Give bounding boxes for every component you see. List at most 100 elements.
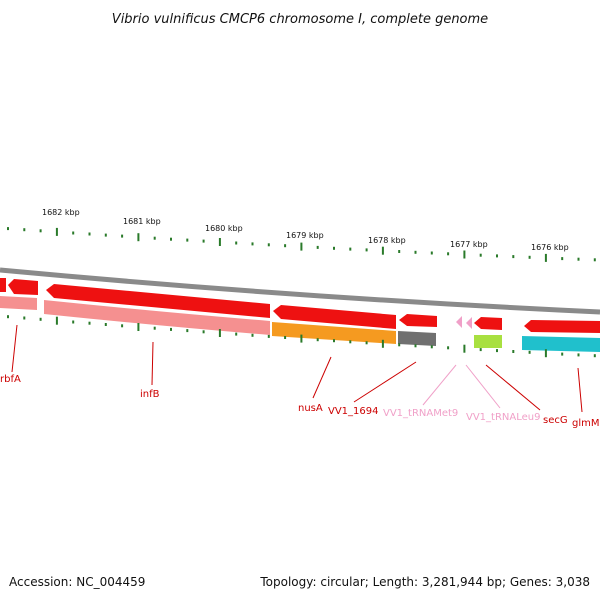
scale-label-1676: 1676 kbp <box>531 243 569 252</box>
leader-glmM <box>577 367 583 413</box>
upper-tick-minor <box>121 234 124 238</box>
leader-tRNAMet9 <box>422 364 457 406</box>
gene-label-glmM[interactable]: glmM <box>572 418 600 429</box>
lower-tick-minor <box>528 350 531 354</box>
gene-arrow-glmM[interactable] <box>524 320 600 333</box>
leader-secG <box>485 364 541 411</box>
gene-label-rbfA[interactable]: rbfA <box>0 374 21 385</box>
upper-tick-minor <box>186 238 189 242</box>
lower-tick-minor <box>170 327 172 331</box>
scale-label-1681: 1681 kbp <box>123 217 161 226</box>
scale-label-1678: 1678 kbp <box>368 236 406 245</box>
gene-label-infB[interactable]: infB <box>140 389 160 400</box>
gene-arrow-partial[interactable] <box>0 278 6 292</box>
upper-tick-minor <box>104 233 107 237</box>
lower-tick-minor <box>365 341 368 345</box>
upper-tick-major <box>300 242 303 251</box>
lower-tick-minor <box>72 320 75 324</box>
gene-arrow-rbfA[interactable] <box>8 279 38 295</box>
lower-tick-minor <box>104 323 107 326</box>
gene-label-VV1_tRNAMet9[interactable]: VV1_tRNAMet9 <box>383 408 458 419</box>
lower-tick-minor <box>202 330 205 334</box>
chromosome-backbone <box>0 267 600 315</box>
lower-tick-minor <box>267 334 270 338</box>
lower-tick-minor <box>186 329 189 333</box>
upper-tick-minor <box>88 232 91 236</box>
upper-tick-minor <box>202 239 205 243</box>
feature-bar-glmM <box>522 336 600 352</box>
scale-label-1682: 1682 kbp <box>42 208 80 217</box>
lower-tick-minor <box>479 348 482 352</box>
gene-arrow-secG[interactable] <box>474 317 502 330</box>
lower-tick-minor <box>496 349 498 353</box>
lower-tick-minor <box>7 315 9 319</box>
leader-tRNALeu9 <box>465 364 501 409</box>
lower-tick-minor <box>39 317 42 321</box>
label-leaders <box>11 324 583 413</box>
lower-tick-minor <box>430 345 433 349</box>
gene-arrow-nusA[interactable] <box>273 305 396 329</box>
upper-tick-minor <box>593 258 596 262</box>
feature-bar-VV1_1694 <box>398 331 436 346</box>
lower-tick-minor <box>251 333 254 337</box>
gene-labels: rbfA infB nusA VV1_1694 VV1_tRNAMet9 VV1… <box>0 374 600 429</box>
upper-tick-minor <box>496 254 498 258</box>
map-title: Vibrio vulnificus CMCP6 chromosome I, co… <box>112 12 488 27</box>
feature-bar-secG <box>474 335 502 348</box>
scale-label-1677: 1677 kbp <box>450 240 488 249</box>
upper-tick-minor <box>267 243 270 247</box>
lower-tick-minor <box>88 321 91 325</box>
upper-tick-minor <box>251 242 254 246</box>
lower-tick-minor <box>235 332 238 336</box>
upper-tick-minor <box>153 236 156 240</box>
lower-tick-minor <box>349 340 352 344</box>
leader-rbfA <box>11 324 18 373</box>
gene-label-secG[interactable]: secG <box>543 415 568 426</box>
gene-label-VV1_tRNALeu9[interactable]: VV1_tRNALeu9 <box>466 412 540 423</box>
gene-arrow-VV1_1694[interactable] <box>399 314 437 327</box>
upper-tick-minor <box>561 257 564 261</box>
lower-tick-major <box>544 349 547 358</box>
upper-tick-minor <box>577 257 580 261</box>
lower-tick-minor <box>561 352 564 356</box>
gene-arrow-tRNALeu9[interactable] <box>466 317 472 329</box>
lower-tick-minor <box>284 336 287 339</box>
upper-tick-minor <box>23 228 26 232</box>
upper-tick-minor <box>39 229 42 233</box>
leader-VV1_1694 <box>353 361 417 403</box>
upper-tick-minor <box>235 241 238 245</box>
leader-infB <box>151 341 154 386</box>
upper-tick-minor <box>365 248 368 252</box>
gene-arrow-infB[interactable] <box>46 284 270 318</box>
lower-tick-major <box>137 323 140 331</box>
upper-tick-minor <box>72 231 75 235</box>
feature-bar-nusA <box>272 322 396 344</box>
accession-text: Accession: NC_004459 <box>9 575 145 589</box>
lower-tick-minor <box>593 354 596 358</box>
feature-track <box>0 296 600 352</box>
lower-tick-major <box>300 334 303 343</box>
upper-tick-minor <box>447 252 450 256</box>
upper-tick-minor <box>528 255 531 259</box>
lower-tick-row <box>7 315 596 358</box>
lower-tick-minor <box>398 343 401 347</box>
upper-tick-minor <box>170 237 172 241</box>
upper-tick-minor <box>512 255 515 259</box>
lower-tick-major <box>218 329 221 337</box>
gene-label-nusA[interactable]: nusA <box>298 403 323 414</box>
upper-tick-major <box>55 227 58 236</box>
lower-tick-major <box>55 316 58 325</box>
upper-tick-major <box>137 233 140 242</box>
lower-tick-minor <box>512 350 515 353</box>
scale-labels: 1682 kbp 1681 kbp 1680 kbp 1679 kbp 1678… <box>42 208 569 252</box>
gene-label-VV1_1694[interactable]: VV1_1694 <box>328 406 379 417</box>
upper-tick-major <box>381 246 384 255</box>
gene-arrow-tRNAMet9[interactable] <box>456 316 462 328</box>
lower-tick-minor <box>414 344 417 348</box>
leader-nusA <box>312 356 332 399</box>
upper-tick-minor <box>284 244 287 248</box>
feature-bar-infB <box>44 300 270 335</box>
lower-tick-minor <box>333 339 335 343</box>
upper-tick-minor <box>430 251 433 255</box>
